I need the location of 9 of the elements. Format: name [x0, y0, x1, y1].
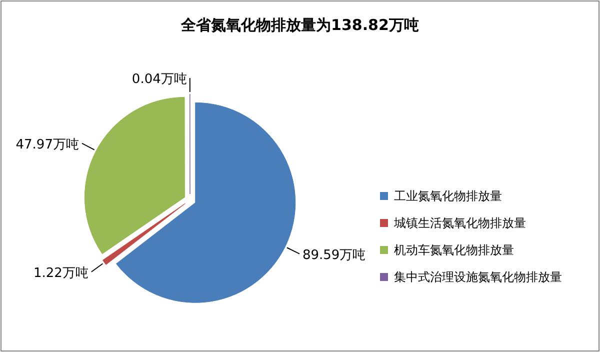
legend-label: 机动车氮氧化物排放量	[394, 243, 514, 257]
data-label: 47.97万吨	[16, 137, 79, 152]
data-label: 0.04万吨	[132, 72, 187, 87]
legend-label: 集中式治理设施氮氧化物排放量	[394, 270, 562, 284]
legend-label: 城镇生活氮氧化物排放量	[393, 216, 526, 230]
legend-label: 工业氮氧化物排放量	[394, 189, 502, 203]
data-label: 89.59万吨	[302, 248, 366, 263]
chart-title: 全省氮氧化物排放量为138.82万吨	[180, 16, 419, 34]
data-label: 1.22万吨	[33, 266, 88, 281]
